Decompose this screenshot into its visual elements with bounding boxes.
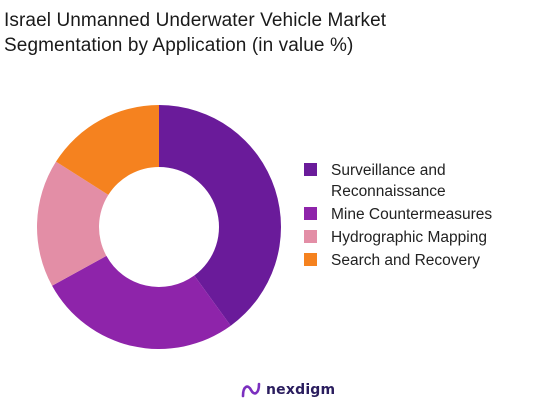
brand-footer: nexdigm (240, 380, 335, 400)
brand-name: nexdigm (266, 382, 336, 398)
legend-item-surveillance-and-reconnaissance: Surveillance and Reconnaissance (304, 160, 531, 202)
slice-mine-countermeasures (52, 255, 231, 350)
nexdigm-logo-icon (241, 382, 261, 398)
legend-swatch (304, 253, 317, 266)
legend-item-hydrographic-mapping: Hydrographic Mapping (304, 227, 531, 248)
legend-label: Mine Countermeasures (331, 206, 493, 223)
legend-label: Search and Recovery (331, 252, 481, 269)
legend-swatch (304, 163, 317, 176)
chart-title: Israel Unmanned Underwater Vehicle Marke… (4, 8, 386, 58)
legend-swatch (304, 230, 317, 243)
legend-item-mine-countermeasures: Mine Countermeasures (304, 204, 531, 225)
slice-surveillance-and-reconnaissance (159, 105, 281, 326)
legend-label: Hydrographic Mapping (331, 229, 487, 246)
chart-title-line-2: Segmentation by Application (in value %) (4, 35, 354, 56)
chart-legend: Surveillance and Reconnaissance Mine Coun… (304, 160, 531, 273)
legend-swatch (304, 207, 317, 220)
legend-item-search-and-recovery: Search and Recovery (304, 250, 531, 271)
legend-label: Surveillance and Reconnaissance (331, 162, 446, 200)
slice-search-and-recovery (55, 104, 160, 195)
slice-hydrographic-mapping (36, 161, 109, 286)
chart-title-line-1: Israel Unmanned Underwater Vehicle Marke… (4, 10, 387, 31)
